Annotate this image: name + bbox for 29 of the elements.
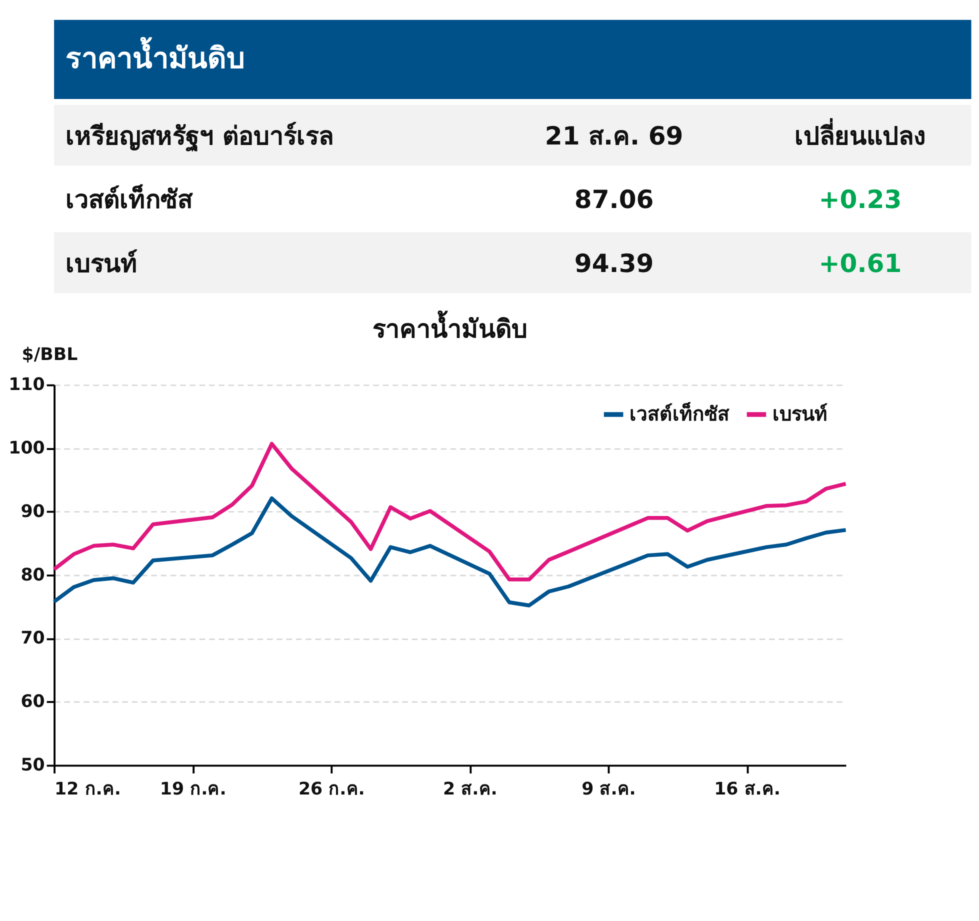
legend-label: เบรนท์ xyxy=(772,402,828,426)
legend-label: เวสต์เท็กซัส xyxy=(629,401,730,426)
text: +0.61 xyxy=(818,248,902,278)
text: เบรนท์ xyxy=(66,248,138,278)
y-axis-title: $/BBL xyxy=(22,345,78,366)
text: เวสต์เท็กซัส xyxy=(66,184,194,214)
line-series xyxy=(52,496,848,608)
line-series xyxy=(52,442,848,582)
text: เหรียญสหรัฐฯ ต่อบาร์เรล xyxy=(66,121,334,152)
text: 21 ส.ค. 69 xyxy=(544,121,684,150)
x-tick-label: 16 ส.ค. xyxy=(714,780,780,800)
text: 87.06 xyxy=(574,185,654,214)
y-tick-label: 100 xyxy=(8,438,45,459)
text: ราคาน้ำมันดิบ xyxy=(66,36,245,76)
y-tick-label: 80 xyxy=(20,565,45,586)
x-tick-label: 26 ก.ค. xyxy=(298,780,365,800)
chart-title: ราคาน้ำมันดิบ xyxy=(372,310,528,344)
x-tick-label: 12 ก.ค. xyxy=(54,780,121,800)
y-tick-label: 50 xyxy=(20,756,45,776)
x-tick-label: 9 ส.ค. xyxy=(582,780,636,800)
text: +0.23 xyxy=(818,185,902,214)
y-tick-label: 60 xyxy=(20,692,45,712)
y-tick-label: 90 xyxy=(20,502,45,522)
text: เปลี่ยนแปลง xyxy=(794,117,926,150)
x-tick-label: 19 ก.ค. xyxy=(160,780,226,800)
y-tick-label: 70 xyxy=(20,628,45,649)
x-tick-label: 2 ส.ค. xyxy=(443,780,498,800)
y-tick-label: 110 xyxy=(8,375,45,396)
text: 94.39 xyxy=(574,248,654,278)
